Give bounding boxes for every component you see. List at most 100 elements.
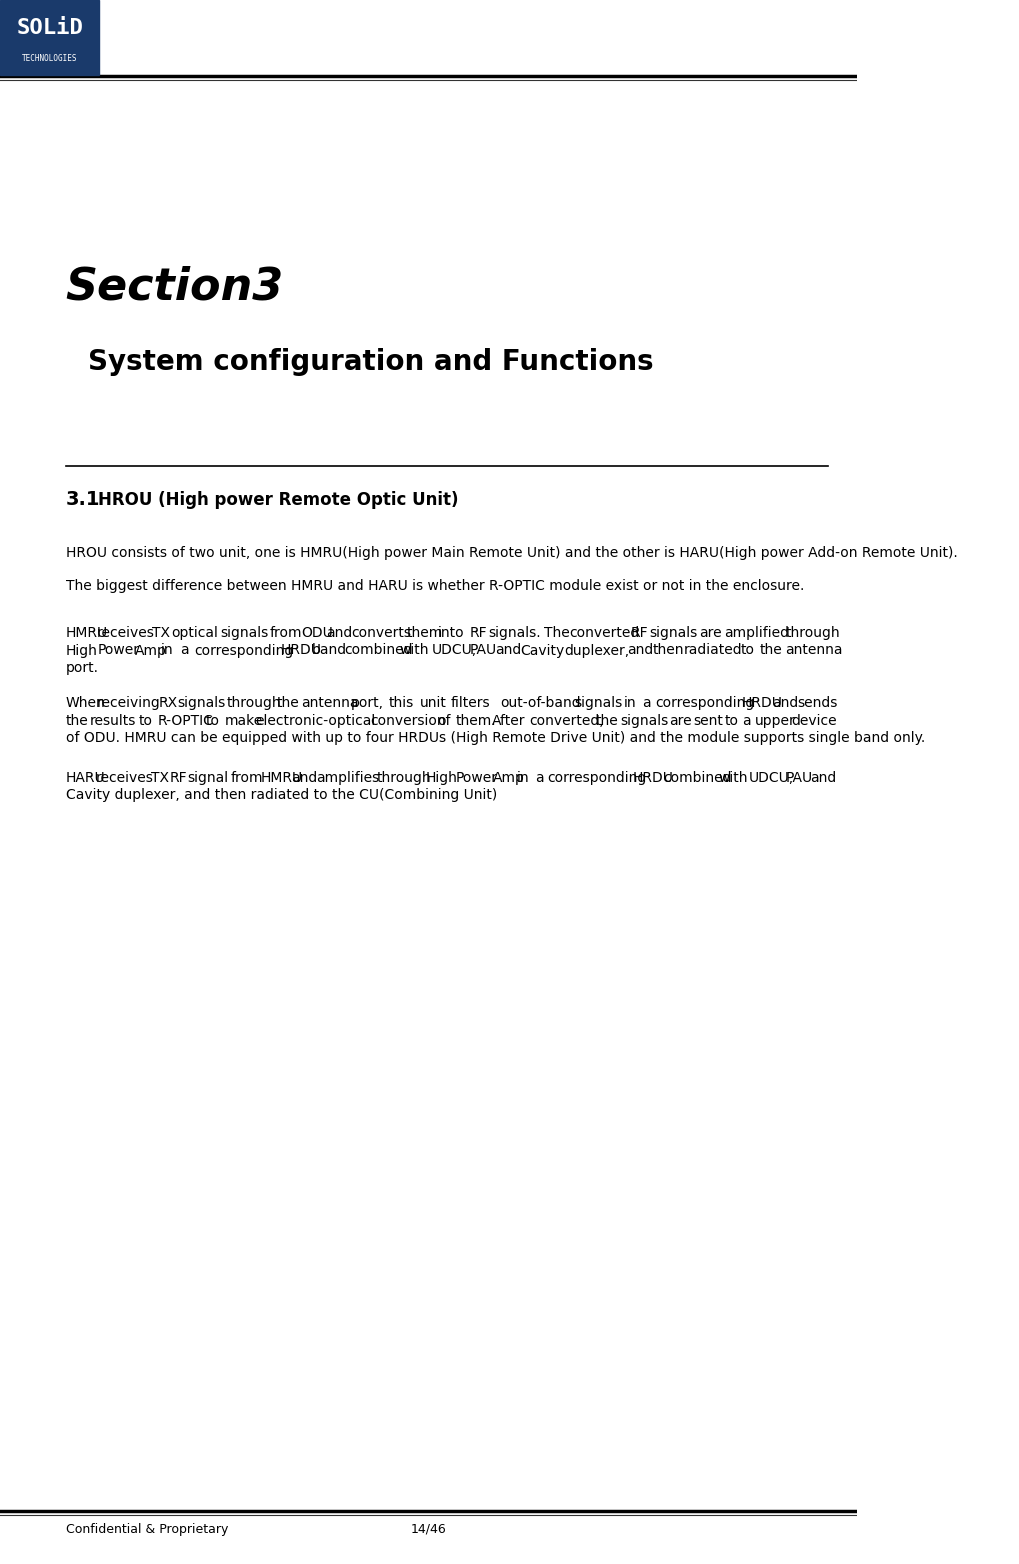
Text: Amp: Amp: [136, 643, 167, 657]
Text: from: from: [230, 771, 263, 785]
Text: to: to: [139, 713, 153, 727]
Text: results: results: [90, 713, 137, 727]
Text: After: After: [492, 713, 526, 727]
Text: signals: signals: [221, 626, 269, 640]
Text: PAU: PAU: [786, 771, 812, 785]
Text: signal: signal: [187, 771, 229, 785]
Text: a: a: [642, 696, 651, 710]
Text: R-OPTIC: R-OPTIC: [157, 713, 213, 727]
Text: amplifies: amplifies: [316, 771, 379, 785]
Text: in: in: [517, 771, 530, 785]
Text: them.: them.: [455, 713, 496, 727]
Text: corresponding: corresponding: [194, 643, 293, 657]
Text: Confidential & Proprietary: Confidential & Proprietary: [65, 1523, 228, 1536]
Text: HMRU: HMRU: [261, 771, 303, 785]
Text: Amp: Amp: [492, 771, 525, 785]
Text: converted,: converted,: [529, 713, 603, 727]
Text: port,: port,: [351, 696, 384, 710]
Text: Cavity: Cavity: [521, 643, 565, 657]
Text: in: in: [624, 696, 636, 710]
Text: SOLiD: SOLiD: [16, 19, 83, 39]
Text: HRDU: HRDU: [633, 771, 674, 785]
Text: to: to: [725, 713, 738, 727]
Text: TX: TX: [151, 771, 169, 785]
Text: signals.: signals.: [488, 626, 541, 640]
Text: duplexer,: duplexer,: [565, 643, 630, 657]
Text: PAU: PAU: [470, 643, 496, 657]
Text: TX: TX: [152, 626, 170, 640]
Text: High: High: [65, 643, 98, 657]
Text: signals: signals: [574, 696, 622, 710]
Text: through: through: [786, 626, 840, 640]
Text: and: and: [627, 643, 653, 657]
Text: combined: combined: [343, 643, 413, 657]
Text: RF: RF: [631, 626, 648, 640]
Text: then: then: [652, 643, 684, 657]
Bar: [0, 0, 99, 75]
Text: HROU consists of two unit, one is HMRU(High power Main Remote Unit) and the othe: HROU consists of two unit, one is HMRU(H…: [65, 546, 957, 560]
Text: receiving: receiving: [97, 696, 161, 710]
Text: with: with: [718, 771, 748, 785]
Text: them: them: [407, 626, 443, 640]
Text: Power: Power: [97, 643, 140, 657]
Text: signals: signals: [649, 626, 698, 640]
Text: and: and: [495, 643, 522, 657]
Text: TECHNOLOGIES: TECHNOLOGIES: [21, 55, 77, 63]
Text: receives: receives: [96, 771, 154, 785]
Text: this: this: [388, 696, 414, 710]
Text: a: a: [535, 771, 544, 785]
Text: UDCU,: UDCU,: [749, 771, 794, 785]
Text: converted: converted: [569, 626, 639, 640]
Text: port.: port.: [65, 662, 99, 676]
Text: a: a: [743, 713, 751, 727]
Text: Power: Power: [455, 771, 498, 785]
Text: HRDU: HRDU: [280, 643, 321, 657]
Text: from: from: [270, 626, 303, 640]
Text: of ODU. HMRU can be equipped with up to four HRDUs (High Remote Drive Unit) and : of ODU. HMRU can be equipped with up to …: [65, 730, 925, 744]
Text: Cavity duplexer, and then radiated to the CU(Combining Unit): Cavity duplexer, and then radiated to th…: [65, 788, 497, 802]
Text: into: into: [438, 626, 465, 640]
Text: electronic-optical: electronic-optical: [255, 713, 375, 727]
Text: and: and: [291, 771, 318, 785]
Text: ODU: ODU: [302, 626, 333, 640]
Text: are: are: [699, 626, 721, 640]
Text: through: through: [227, 696, 281, 710]
Text: HARU: HARU: [65, 771, 105, 785]
Text: to: to: [206, 713, 220, 727]
Text: UDCU,: UDCU,: [432, 643, 477, 657]
Text: and: and: [326, 626, 353, 640]
Text: band: band: [312, 643, 347, 657]
Text: converts: converts: [352, 626, 412, 640]
Text: the: the: [596, 713, 619, 727]
Text: 14/46: 14/46: [411, 1523, 446, 1536]
Text: RF: RF: [169, 771, 186, 785]
Text: receives: receives: [97, 626, 155, 640]
Text: radiated: radiated: [684, 643, 743, 657]
Text: device: device: [792, 713, 838, 727]
Text: combined: combined: [663, 771, 732, 785]
Text: are: are: [669, 713, 692, 727]
Text: HMRU: HMRU: [65, 626, 108, 640]
Text: corresponding: corresponding: [655, 696, 755, 710]
Text: a: a: [180, 643, 190, 657]
Text: antenna: antenna: [302, 696, 359, 710]
Text: the: the: [65, 713, 89, 727]
Text: sends: sends: [798, 696, 838, 710]
Text: optical: optical: [171, 626, 218, 640]
Text: RX: RX: [158, 696, 177, 710]
Text: HRDU: HRDU: [741, 696, 783, 710]
Text: in: in: [161, 643, 173, 657]
Text: and: and: [772, 696, 799, 710]
Text: with: with: [399, 643, 429, 657]
Text: signals: signals: [177, 696, 225, 710]
Text: The: The: [544, 626, 570, 640]
Text: unit: unit: [420, 696, 446, 710]
Text: RF: RF: [469, 626, 487, 640]
Text: signals: signals: [621, 713, 668, 727]
Text: out-of-band: out-of-band: [500, 696, 581, 710]
Text: make: make: [224, 713, 263, 727]
Text: and: and: [810, 771, 836, 785]
Text: the: the: [760, 643, 783, 657]
Text: HROU (High power Remote Optic Unit): HROU (High power Remote Optic Unit): [98, 491, 458, 508]
Text: 3.1: 3.1: [65, 490, 100, 508]
